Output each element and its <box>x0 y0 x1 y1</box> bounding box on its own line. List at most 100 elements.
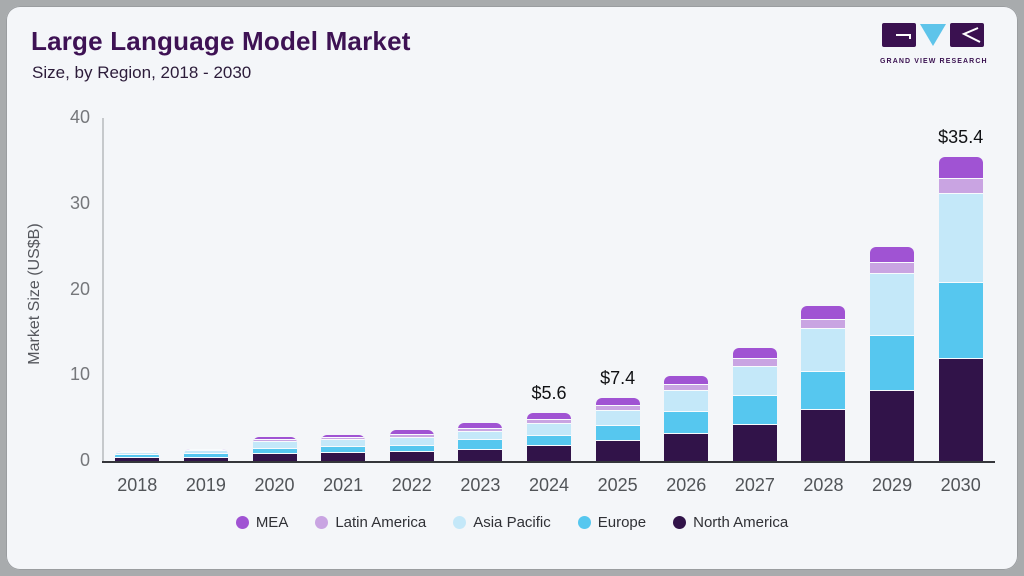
legend-dot-icon <box>453 516 467 529</box>
bar-segment-latin-america <box>458 428 503 432</box>
bar-segment-north-america <box>183 457 228 461</box>
legend-label: MEA <box>255 514 289 531</box>
bar-segment-latin-america <box>527 420 571 425</box>
x-axis-tick-label: 2019 <box>185 475 226 495</box>
x-axis-tick-label: 2026 <box>666 475 707 495</box>
y-axis-tick-label: 0 <box>79 450 90 470</box>
bar-segment-asia-pacific <box>321 440 366 448</box>
bar-segment-europe <box>595 425 640 442</box>
bar-segment-europe <box>321 447 366 453</box>
bar-segment-latin-america <box>870 262 915 275</box>
page-subtitle: Size, by Region, 2018 - 2030 <box>32 63 252 82</box>
chart-card: Large Language Model Market Size, by Reg… <box>6 6 1018 570</box>
x-axis-tick-label: 2021 <box>323 475 364 495</box>
bar-segment-mea <box>115 450 160 452</box>
bar-value-label: $7.4 <box>600 367 636 388</box>
bar-segment-asia-pacific <box>389 437 434 446</box>
bar-segment-europe <box>527 435 571 446</box>
bar-segment-north-america <box>595 441 640 461</box>
bar-segment-asia-pacific <box>870 274 915 336</box>
gvr-logo-text: GRAND VIEW RESEARCH <box>880 58 988 65</box>
legend-dot-icon <box>673 516 687 529</box>
bar-segment-latin-america <box>801 319 846 329</box>
x-axis-tick-label: 2018 <box>117 475 158 495</box>
bar-segment-mea <box>664 376 709 385</box>
bar-segment-europe <box>389 445 434 452</box>
legend-dot-icon <box>315 516 329 529</box>
bar-segment-asia-pacific <box>595 410 640 426</box>
bar-segment-north-america <box>527 445 571 461</box>
gvr-logo-mark-icon <box>882 23 984 47</box>
bar-2021 <box>321 435 366 461</box>
bar-segment-latin-america <box>664 384 709 391</box>
bar-segment-asia-pacific <box>801 328 846 372</box>
x-axis-tick-label: 2025 <box>597 475 638 495</box>
bar-segment-europe <box>252 448 297 455</box>
x-axis-tick-label: 2029 <box>872 475 913 495</box>
page-title: Large Language Model Market <box>31 26 411 56</box>
bar-2025 <box>595 397 640 461</box>
y-axis-tick-label: 20 <box>69 278 90 299</box>
bar-segment-latin-america <box>321 438 366 441</box>
y-axis-tick-label: 40 <box>69 107 90 127</box>
legend-label: North America <box>693 514 789 531</box>
bar-segment-asia-pacific <box>732 366 777 396</box>
bar-segment-mea <box>938 157 983 179</box>
bar-segment-asia-pacific <box>252 441 297 449</box>
x-axis-tick-label: 2024 <box>528 475 570 495</box>
x-axis-tick-label: 2028 <box>803 475 844 495</box>
bar-2024 <box>527 412 571 461</box>
bar-segment-asia-pacific <box>458 431 503 441</box>
y-axis-tick-label: 30 <box>69 192 90 213</box>
bar-value-label: $35.4 <box>938 127 984 148</box>
bar-segment-mea <box>870 246 915 263</box>
bar-2022 <box>389 430 434 461</box>
bar-segment-mea <box>321 435 366 439</box>
bar-segment-asia-pacific <box>664 390 709 413</box>
x-axis-tick-label: 2027 <box>734 475 775 495</box>
bar-segment-asia-pacific <box>527 424 571 436</box>
bar-segment-latin-america <box>115 451 160 453</box>
legend-item-north-america: North America <box>673 514 788 531</box>
x-axis-tick-label: 2020 <box>254 475 295 495</box>
bar-2026 <box>664 376 709 461</box>
bar-segment-north-america <box>732 424 777 461</box>
bar-segment-europe <box>458 440 503 450</box>
bar-segment-asia-pacific <box>115 452 160 456</box>
bar-segment-latin-america <box>389 434 434 438</box>
bar-segment-europe <box>115 455 160 459</box>
bar-segment-north-america <box>252 454 297 461</box>
bar-2028 <box>801 305 846 461</box>
x-axis-tick-label: 2022 <box>391 475 432 495</box>
bar-segment-asia-pacific <box>183 451 228 455</box>
legend-label: Europe <box>597 514 647 531</box>
bar-segment-latin-america <box>183 450 228 452</box>
bar-segment-asia-pacific <box>938 194 983 284</box>
bar-segment-north-america <box>115 458 160 461</box>
bar-segment-north-america <box>938 358 983 461</box>
bar-segment-north-america <box>458 449 503 461</box>
bar-segment-north-america <box>870 390 915 461</box>
bar-segment-latin-america <box>252 439 297 442</box>
legend-item-latin-america: Latin America <box>315 514 426 531</box>
legend-dot-icon <box>235 516 249 529</box>
bar-segment-mea <box>527 412 571 421</box>
bar-2019 <box>183 449 228 461</box>
legend: MEA Latin America Asia Pacific Europe North … <box>6 514 1018 531</box>
bar-segment-north-america <box>801 410 846 461</box>
bar-2030 <box>938 157 983 461</box>
bar-segment-north-america <box>664 433 709 461</box>
bar-segment-mea <box>458 422 503 429</box>
x-axis-tick-label: 2030 <box>940 475 981 495</box>
x-axis-tick-label: 2023 <box>460 475 501 495</box>
gvr-logo: GRAND VIEW RESEARCH <box>880 22 988 65</box>
bar-segment-mea <box>732 347 777 359</box>
legend-item-europe: Europe <box>577 514 647 531</box>
bar-2018 <box>115 450 160 461</box>
legend-dot-icon <box>577 516 591 529</box>
bar-segment-mea <box>595 397 640 406</box>
bar-segment-europe <box>664 412 709 434</box>
bar-segment-europe <box>938 283 983 359</box>
bar-segment-mea <box>183 449 228 451</box>
bar-value-label: $5.6 <box>531 382 567 403</box>
